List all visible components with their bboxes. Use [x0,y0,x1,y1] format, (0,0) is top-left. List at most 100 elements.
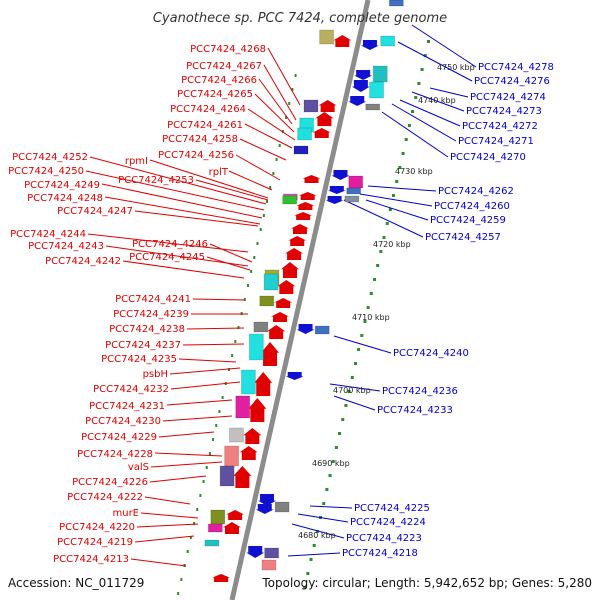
connector-line [140,512,199,519]
gene-label: PCC7424_4249 [24,180,100,191]
connector-line [365,199,429,221]
gene-label: PCC7424_4230 [85,416,161,427]
tick-mark [328,474,332,477]
gene-label: PCC7424_4272 [462,121,538,132]
tick-mark [234,340,237,343]
tick-mark [278,144,281,147]
tick-mark [202,480,205,483]
tick-mark [285,116,288,119]
forward-gene-arrow [267,325,286,339]
forward-gene-box [282,195,298,205]
reverse-gene-box [380,35,396,47]
gene-label: rplT [209,167,229,178]
gene-label: PCC7424_4222 [67,492,143,503]
tick-mark [253,256,256,259]
tick-mark [426,40,430,43]
tick-label-4690: 4690 kbp [312,459,350,468]
forward-gene-box [248,333,264,361]
tick-label-4680: 4680 kbp [298,531,336,540]
reverse-gene-arrow [296,324,315,334]
gene-label: PCC7424_4238 [109,324,185,335]
forward-gene-box [235,395,251,419]
forward-gene-arrow [315,112,334,126]
connector-line [343,199,424,238]
forward-gene-box [297,127,313,141]
gene-label: PCC7424_4262 [438,186,514,197]
gene-label: PCC7424_4270 [450,152,526,163]
forward-gene-arrow [239,446,258,460]
forward-gene-arrow [296,202,315,210]
reverse-gene-box [369,81,385,99]
forward-gene-arrow [288,236,307,246]
tick-mark [196,508,199,511]
reverse-gene-arrow [285,372,304,380]
connector-line [170,381,241,390]
tick-mark [272,172,275,175]
tick-mark [414,96,418,99]
gene-label: PCC7424_4228 [77,449,153,460]
tick-mark [404,138,408,141]
tick-mark [227,368,230,371]
gene-features [204,0,404,582]
connector-line [411,91,465,112]
connector-line [178,358,237,363]
forward-gene-arrow [290,224,309,234]
connector-line [359,193,433,207]
gene-label: PCC7424_4253 [118,175,194,186]
connector-line [429,87,469,98]
tick-mark [382,236,386,239]
gene-label: PCC7424_4257 [425,232,501,243]
connector-line [235,154,281,181]
forward-gene-arrow [248,398,267,422]
tick-mark [193,522,196,525]
tick-mark [231,354,234,357]
reverse-gene-arrow [331,170,350,180]
gene-label: PCC7424_4220 [59,522,135,533]
reverse-gene-box [388,0,404,7]
gene-label: PCC7424_4244 [10,229,86,240]
gene-label: PCC7424_4273 [466,106,542,117]
connector-line [130,558,187,567]
forward-gene-arrow [212,574,231,582]
gene-label: PCC7424_4239 [113,309,189,320]
forward-gene-arrow [271,312,290,322]
forward-gene-arrow [302,175,321,183]
connector-line [209,243,253,263]
connector-line [329,383,381,392]
gene-label: PCC7424_4264 [170,104,246,115]
gene-label: PCC7424_4231 [89,401,165,412]
tick-mark [379,250,383,253]
forward-gene-arrow [222,522,241,534]
tick-mark [407,124,411,127]
tick-mark [325,488,329,491]
forward-gene-arrow [312,128,331,138]
reverse-gene-arrow [327,186,346,194]
reverse-gene-arrow [325,196,344,204]
gene-label: PCC7424_4242 [45,256,121,267]
tick-mark [398,166,402,169]
forward-gene-box [259,295,275,307]
tick-mark [199,494,202,497]
gene-label: valS [128,462,149,473]
connector-line [150,461,223,468]
reverse-gene-arrow [255,504,274,514]
tick-mark [315,530,319,533]
connector-line [162,415,233,422]
tick-mark [208,452,211,455]
tick-mark [237,326,240,329]
tick-mark [350,376,354,379]
connector-line [134,535,195,543]
tick-mark [303,586,307,589]
connector-line [195,179,269,201]
gene-label: PCC7424_4261 [167,120,243,131]
gene-label: PCC7424_4267 [186,61,262,72]
connector-line [263,64,297,121]
tick-mark [259,228,262,231]
map-title: Cyanothece sp. PCC 7424, complete genome [153,11,447,26]
connector-line [104,196,261,225]
forward-gene-box [224,445,240,467]
forward-gene-box [210,509,226,525]
tick-mark [189,536,192,539]
connector-line [397,41,473,82]
